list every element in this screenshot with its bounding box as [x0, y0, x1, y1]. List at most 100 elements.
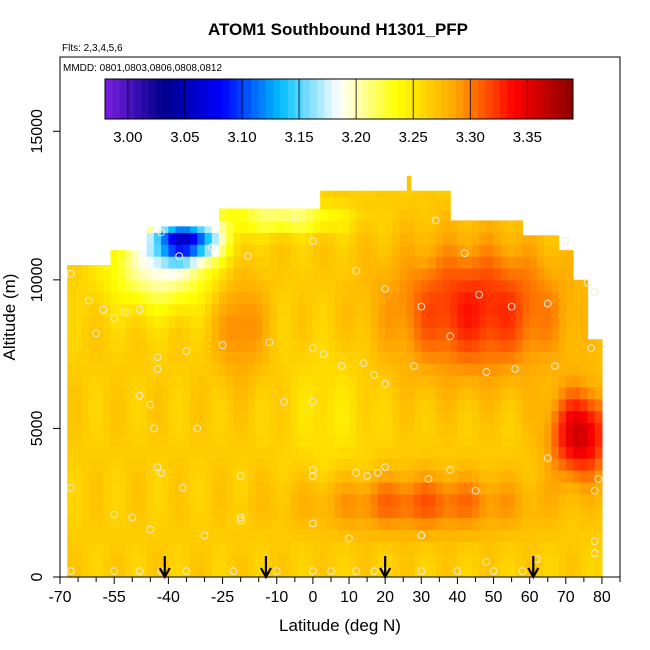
heatmap-cell [276, 244, 285, 257]
heatmap-cell [464, 517, 473, 531]
sample-point [200, 531, 209, 540]
heatmap-cell [233, 541, 242, 554]
heatmap-cell [363, 208, 372, 222]
heatmap-cell [363, 493, 372, 507]
sample-point [153, 365, 162, 373]
heatmap-cell [536, 291, 545, 305]
heatmap-cell [190, 291, 198, 305]
heatmap-cell [117, 422, 126, 435]
heatmap-cell [67, 541, 76, 554]
heatmap-cell [312, 398, 321, 412]
heatmap-cell [551, 529, 560, 542]
heatmap-cell [464, 446, 473, 459]
sample-point [482, 558, 491, 566]
heatmap-cell [421, 220, 430, 233]
heatmap-cell [182, 493, 191, 507]
heatmap-cell [565, 565, 574, 578]
heatmap-cell [435, 529, 444, 542]
heatmap-cell [117, 493, 126, 507]
heatmap-cell [298, 291, 307, 305]
heatmap-cell [551, 386, 560, 400]
colorbar-swatch [529, 79, 537, 119]
heatmap-cell [551, 565, 560, 578]
heatmap-cell [240, 410, 249, 424]
heatmap-cell [464, 339, 473, 352]
heatmap-cell [486, 517, 495, 531]
heatmap-cell [88, 458, 97, 471]
heatmap-cell [573, 351, 581, 364]
heatmap-cell [558, 267, 567, 281]
heatmap-cell [204, 291, 213, 305]
heatmap-cell [363, 363, 372, 376]
heatmap-cell [349, 351, 357, 364]
heatmap-cell [312, 517, 321, 531]
heatmap-cell [392, 279, 401, 293]
heatmap-cell [392, 190, 401, 198]
heatmap-cell [327, 267, 336, 281]
heatmap-cell [132, 250, 141, 257]
heatmap-cell [81, 386, 90, 400]
heatmap-cell [197, 303, 206, 317]
heatmap-cell [312, 541, 321, 554]
heatmap-cell [508, 553, 516, 566]
colorbar-swatch [382, 79, 391, 119]
heatmap-cell [182, 374, 191, 388]
heatmap-cell [493, 374, 502, 388]
heatmap-cell [182, 422, 191, 435]
heatmap-cell [240, 446, 249, 459]
heatmap-cell [580, 541, 589, 554]
heatmap-cell [356, 339, 365, 352]
heatmap-cell [125, 363, 133, 376]
heatmap-cell [204, 517, 213, 531]
heatmap-cell [312, 232, 321, 245]
heatmap-cell [320, 422, 328, 435]
heatmap-cell [414, 422, 422, 435]
heatmap-cell [341, 553, 350, 566]
heatmap-cell [312, 422, 321, 435]
heatmap-cell [385, 470, 393, 483]
heatmap-cell [327, 232, 336, 245]
heatmap-cell [435, 553, 444, 566]
heatmap-cell [529, 267, 538, 281]
heatmap-cell [190, 398, 198, 412]
heatmap-cell [450, 244, 459, 257]
heatmap-cell [175, 386, 184, 400]
heatmap-cell [276, 327, 285, 340]
heatmap-cell [298, 541, 307, 554]
heatmap-cell [406, 374, 415, 388]
heatmap-cell [226, 363, 235, 376]
heatmap-cell [486, 267, 495, 281]
heatmap-cell [334, 410, 343, 424]
heatmap-cell [594, 493, 603, 507]
heatmap-cell [341, 244, 350, 257]
heatmap-cell [255, 339, 263, 352]
heatmap-cell [457, 553, 466, 566]
heatmap-cell [414, 220, 422, 233]
heatmap-cell [204, 386, 213, 400]
heatmap-cell [291, 529, 300, 542]
heatmap-cell [414, 267, 422, 281]
heatmap-cell [508, 517, 516, 531]
heatmap-cell [515, 458, 524, 471]
heatmap-cell [356, 244, 365, 257]
heatmap-cell [67, 398, 76, 412]
heatmap-cell [226, 458, 235, 471]
heatmap-cell [320, 190, 328, 198]
heatmap-cell [399, 565, 408, 578]
heatmap-cell [442, 470, 451, 483]
heatmap-cell [320, 517, 328, 531]
heatmap-cell [327, 565, 336, 578]
heatmap-cell [493, 291, 502, 305]
heatmap-cell [486, 291, 495, 305]
heatmap-cell [558, 458, 567, 471]
heatmap-cell [312, 410, 321, 424]
heatmap-cell [204, 458, 213, 471]
heatmap-cell [327, 434, 336, 447]
heatmap-cell [320, 470, 328, 483]
heatmap-cell [508, 351, 516, 364]
sample-point [175, 252, 184, 261]
sample-point [460, 249, 469, 258]
heatmap-cell [580, 565, 589, 578]
heatmap-cell [305, 327, 314, 340]
heatmap-cell [457, 458, 466, 471]
